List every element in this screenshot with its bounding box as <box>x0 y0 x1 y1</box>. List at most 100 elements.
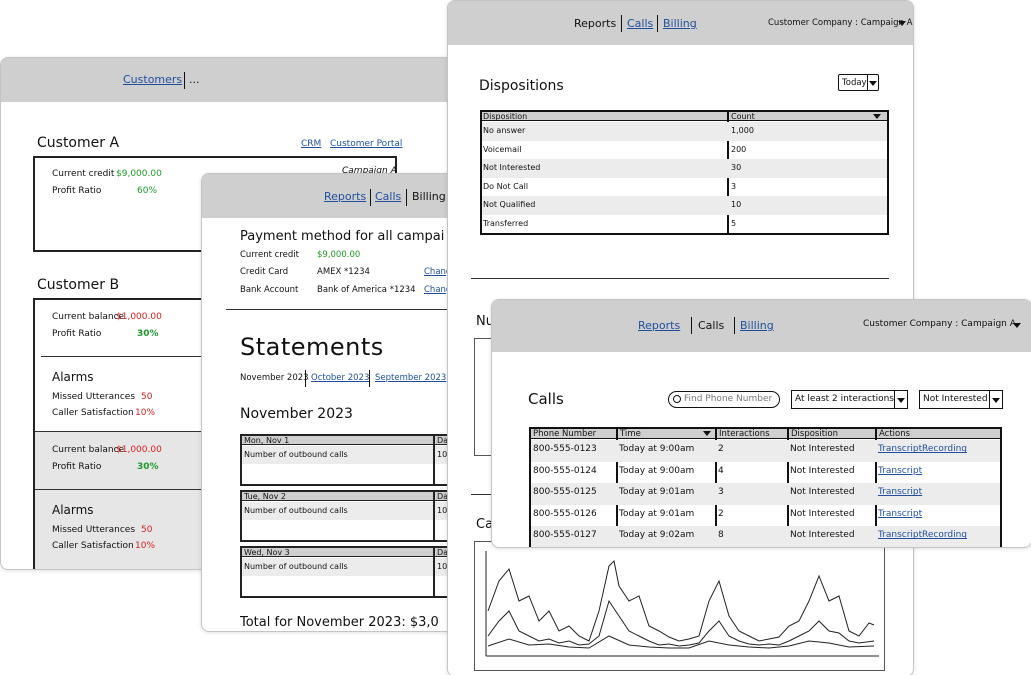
row-background <box>242 502 472 520</box>
field-value: $1,000.00 <box>116 445 162 456</box>
header-bar <box>202 174 472 218</box>
alarms-title: Alarms <box>52 369 94 384</box>
field-value: AMEX *1234 <box>317 266 370 277</box>
call-time: Today at 9:00am <box>619 444 695 455</box>
link[interactable]: Customer Portal <box>330 139 403 150</box>
filter-dropdown[interactable] <box>791 390 908 409</box>
nav-separator <box>691 317 692 334</box>
column-header: Phone Number <box>533 428 597 439</box>
section-title: Customer B <box>37 277 120 294</box>
disposition-name: Not Qualified <box>483 200 536 210</box>
account-selector: Customer Company : Campaign A <box>768 17 913 28</box>
nav-separator <box>406 189 407 206</box>
nav-item: Reports <box>574 17 617 31</box>
disposition: Not Interested <box>790 487 855 498</box>
month-tab[interactable]: September 2023 <box>375 372 447 383</box>
phone-number: 800-555-0123 <box>533 444 597 455</box>
action-link[interactable]: Recording <box>922 444 968 455</box>
nav-link[interactable]: Customers <box>123 73 183 87</box>
row-background <box>242 558 472 576</box>
divider <box>471 278 889 279</box>
search-box[interactable] <box>668 391 780 408</box>
link[interactable]: Chang <box>424 266 452 277</box>
row-background <box>482 159 887 178</box>
row-background <box>482 122 887 141</box>
field-label: Current balance <box>52 312 125 323</box>
row-label: Number of outbound calls <box>244 450 348 460</box>
page-title: Statements <box>240 333 384 362</box>
nav-link[interactable]: Reports <box>638 319 681 333</box>
column-divider <box>433 546 435 598</box>
nav-link[interactable]: Reports <box>324 190 367 204</box>
billing-window: Reports Calls Billing Payment method for al… <box>201 173 473 632</box>
section-title: Customer A <box>37 135 120 152</box>
column-header: Dai <box>437 548 451 558</box>
day-table <box>240 490 472 542</box>
account-selector: Customer Company : Campaign A <box>863 319 1016 330</box>
nav-separator <box>184 72 185 89</box>
dropdown-divider <box>989 390 990 409</box>
section-title: Nu <box>476 313 494 329</box>
action-link[interactable]: Recording <box>922 530 968 541</box>
disposition-count: 5 <box>731 219 737 229</box>
field-label: Missed Utterances <box>52 392 136 403</box>
section-title: Payment method for all campai <box>240 228 445 244</box>
section-title: Calls <box>528 389 564 408</box>
nav-link[interactable]: Billing <box>740 319 774 333</box>
section-title: November 2023 <box>240 406 353 423</box>
disposition-count: 30 <box>731 163 742 173</box>
column-header: Count <box>731 112 755 122</box>
field-label: Bank Account <box>240 284 299 295</box>
nav-link[interactable]: Billing <box>663 17 697 31</box>
nav-link[interactable]: Calls <box>375 190 402 204</box>
field-label: Current credit <box>52 169 115 180</box>
link[interactable]: CRM <box>301 139 322 150</box>
dropdown-caret <box>992 398 1000 403</box>
nav-separator <box>369 370 370 387</box>
action-link[interactable]: Transcript <box>878 487 923 498</box>
field-label: Credit Card <box>240 266 289 277</box>
column-header: Disposition <box>483 112 528 122</box>
interactions: 2 <box>718 508 724 519</box>
month-tab[interactable]: October 2023 <box>311 372 370 383</box>
action-link[interactable]: Transcript <box>878 530 923 541</box>
call-time: Today at 9:02am <box>619 530 695 541</box>
field-label: Missed Utterances <box>52 525 136 536</box>
dropdown-value: Today <box>842 77 867 88</box>
link[interactable]: Chang <box>424 284 452 295</box>
action-link[interactable]: Transcript <box>878 465 923 476</box>
field-label: Profit Ratio <box>52 186 102 197</box>
day-table <box>240 546 472 598</box>
header-row <box>531 429 1000 439</box>
row-value: 10,0 <box>437 506 455 516</box>
column-divider <box>433 490 435 542</box>
disposition: Not Interested <box>790 530 855 541</box>
nav-link[interactable]: Calls <box>627 17 654 31</box>
field-value: 10% <box>135 541 156 552</box>
nav-separator <box>621 15 622 32</box>
day-table <box>240 434 472 486</box>
nav-item: Billing <box>412 190 446 204</box>
action-link[interactable]: Transcript <box>878 444 923 455</box>
calls-window: Reports Calls Billing Customer Company : Ca… <box>491 299 1031 548</box>
day-label: Tue, Nov 2 <box>244 492 286 502</box>
period-dropdown[interactable] <box>838 74 879 91</box>
column-header: Dai <box>437 492 451 502</box>
header-bar <box>448 1 913 45</box>
disposition: Not Interested <box>790 508 855 519</box>
alarms-title: Alarms <box>52 502 94 517</box>
phone-number: 800-555-0127 <box>533 530 597 541</box>
disposition-count: 200 <box>731 144 747 154</box>
header-row <box>242 492 472 501</box>
filter-dropdown[interactable] <box>919 390 1003 409</box>
field-value: 30% <box>137 329 159 340</box>
column-header: Dai <box>437 436 451 446</box>
header-bar <box>492 300 1031 352</box>
nav-separator <box>370 189 371 206</box>
phone-number: 800-555-0124 <box>533 465 597 476</box>
action-link[interactable]: Transcript <box>878 508 923 519</box>
month-tab: November 2023 <box>240 372 309 383</box>
row-label: Number of outbound calls <box>244 562 348 572</box>
disposition-name: Voicemail <box>483 144 522 154</box>
